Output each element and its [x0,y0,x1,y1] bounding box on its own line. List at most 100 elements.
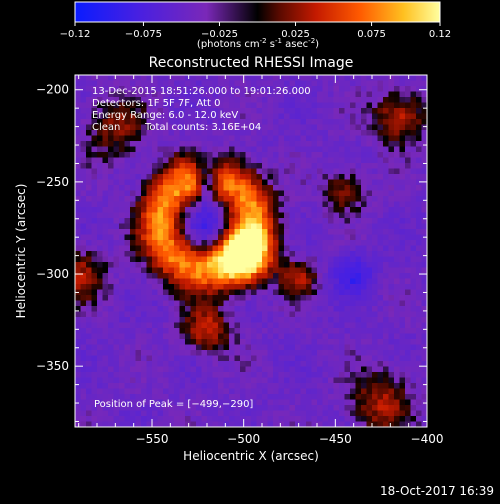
heatmap-pixel [97,119,103,125]
heatmap-pixel [289,366,296,373]
heatmap-pixel [229,394,235,400]
heatmap-pixel [251,152,257,158]
heatmap-pixel [130,108,136,114]
heatmap-pixel [344,256,351,263]
heatmap-pixel [295,306,301,312]
heatmap-pixel [207,108,213,114]
heatmap-pixel [86,328,92,334]
heatmap-pixel [201,416,208,422]
heatmap-pixel [273,262,279,268]
heatmap-pixel [124,218,131,224]
heatmap-pixel [361,361,367,367]
heatmap-pixel [119,168,125,175]
heatmap-pixel [284,229,290,235]
heatmap-pixel [394,229,400,235]
heatmap-pixel [108,355,114,362]
heatmap-pixel [284,306,290,312]
heatmap-pixel [256,234,263,241]
heatmap-pixel [174,245,180,252]
heatmap-pixel [80,383,87,389]
heatmap-pixel [410,262,417,268]
heatmap-pixel [289,355,296,362]
heatmap-pixel [179,394,186,400]
heatmap-pixel [196,278,202,285]
heatmap-pixel [416,317,422,323]
heatmap-pixel [157,366,164,373]
heatmap-pixel [179,234,186,241]
heatmap-pixel [223,416,230,422]
heatmap-pixel [372,262,378,268]
heatmap-pixel [410,174,417,180]
heatmap-pixel [102,383,109,389]
heatmap-pixel [416,295,422,301]
heatmap-pixel [405,355,411,362]
heatmap-pixel [135,267,142,274]
heatmap-pixel [185,207,191,213]
heatmap-pixel [80,306,87,312]
heatmap-pixel [355,350,362,356]
heatmap-pixel [339,295,345,301]
heatmap-pixel [350,86,356,92]
heatmap-pixel [256,421,263,427]
heatmap-pixel [91,179,98,186]
heatmap-pixel [75,284,81,290]
heatmap-pixel [135,229,142,235]
heatmap-pixel [146,383,153,389]
heatmap-pixel [234,196,241,202]
heatmap-pixel [102,372,109,378]
heatmap-pixel [328,350,334,356]
heatmap-pixel [311,361,318,367]
heatmap-pixel [75,300,81,307]
heatmap-pixel [399,300,406,307]
heatmap-pixel [75,124,81,131]
heatmap-pixel [174,267,180,274]
heatmap-pixel [207,80,213,87]
heatmap-pixel [75,421,81,427]
heatmap-pixel [410,416,417,422]
heatmap-pixel [97,355,103,362]
heatmap-pixel [372,410,378,417]
heatmap-pixel [267,130,274,136]
heatmap-pixel [245,372,252,378]
heatmap-pixel [223,273,230,279]
colorbar-tick-label: −0.075 [125,29,162,40]
heatmap-pixel [130,234,136,241]
heatmap-pixel [311,130,318,136]
heatmap-pixel [405,394,411,400]
heatmap-pixel [207,350,213,356]
heatmap-pixel [377,328,384,334]
heatmap-pixel [207,394,213,400]
heatmap-pixel [218,168,224,175]
heatmap-pixel [218,317,224,323]
heatmap-pixel [174,196,180,202]
heatmap-pixel [372,97,378,103]
heatmap-pixel [339,196,345,202]
heatmap-pixel [311,306,318,312]
heatmap-pixel [124,388,131,395]
heatmap-pixel [405,223,411,230]
heatmap-pixel [245,295,252,301]
heatmap-pixel [377,256,384,263]
heatmap-pixel [179,75,186,81]
heatmap-pixel [267,113,274,120]
heatmap-pixel [311,399,318,406]
heatmap-pixel [372,328,378,334]
heatmap-pixel [289,372,296,378]
heatmap-pixel [179,273,186,279]
heatmap-pixel [218,240,224,246]
heatmap-pixel [108,317,114,323]
heatmap-pixel [240,229,246,235]
heatmap-pixel [102,366,109,373]
heatmap-pixel [201,163,208,169]
heatmap-pixel [394,278,400,285]
heatmap-pixel [135,207,142,213]
heatmap-pixel [124,108,131,114]
heatmap-pixel [135,163,142,169]
heatmap-pixel [388,251,395,257]
heatmap-pixel [372,383,378,389]
heatmap-pixel [135,201,142,208]
heatmap-pixel [229,278,235,285]
heatmap-pixel [300,245,307,252]
heatmap-pixel [113,405,120,411]
heatmap-pixel [405,201,411,208]
